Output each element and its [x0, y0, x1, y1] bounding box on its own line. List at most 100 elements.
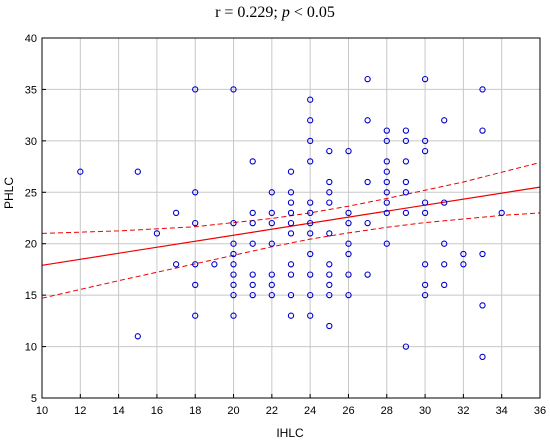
data-point: [249, 209, 256, 217]
data-point: [479, 86, 486, 93]
data-point: [460, 250, 467, 258]
data-point: [307, 137, 314, 145]
x-tick-label: 22: [266, 405, 278, 417]
data-point: [307, 312, 314, 319]
data-point: [134, 333, 141, 340]
data-point: [326, 178, 333, 186]
data-point: [441, 199, 448, 206]
data-point: [268, 291, 275, 299]
data-point: [383, 137, 390, 145]
data-point: [249, 219, 256, 227]
x-tick-label: 26: [342, 405, 354, 417]
data-point: [230, 240, 237, 247]
y-tick-label: 35: [25, 84, 37, 96]
data-point: [230, 281, 237, 289]
data-points: [77, 75, 505, 361]
data-point: [421, 137, 429, 145]
data-point: [364, 219, 371, 227]
data-point: [479, 353, 486, 361]
data-point: [326, 199, 333, 206]
data-point: [364, 271, 371, 278]
data-point: [421, 281, 429, 289]
data-point: [383, 189, 390, 196]
data-point: [345, 147, 352, 155]
data-point: [287, 219, 295, 227]
x-axis-ticks: 10 12 14 16 18 20 22 24 26 28 30 32 34 36: [36, 394, 546, 417]
x-tick-label: 24: [304, 405, 316, 417]
data-point: [192, 86, 199, 93]
gridlines: [42, 38, 540, 398]
data-point: [479, 250, 486, 258]
data-point: [402, 343, 410, 350]
data-point: [230, 291, 237, 299]
data-point: [479, 302, 486, 309]
data-point: [268, 189, 275, 196]
ci-lower-line: [41, 212, 541, 299]
data-point: [421, 291, 429, 299]
data-point: [287, 209, 295, 217]
data-point: [307, 230, 314, 237]
x-tick-label: 20: [227, 405, 239, 417]
data-point: [345, 291, 352, 299]
data-point: [153, 230, 161, 237]
y-tick-label: 15: [25, 290, 37, 302]
data-point: [249, 158, 256, 165]
data-point: [326, 147, 333, 155]
y-axis-ticks: 5 10 15 20 25 30 35 40: [25, 33, 46, 405]
data-point: [421, 75, 429, 83]
data-point: [441, 240, 448, 247]
data-point: [287, 291, 295, 299]
data-point: [268, 271, 275, 278]
title-p: p: [281, 4, 290, 21]
data-point: [192, 189, 199, 196]
data-point: [307, 199, 314, 206]
data-point: [441, 117, 448, 124]
data-point: [134, 168, 141, 175]
title-suffix: < 0.05: [290, 4, 335, 21]
data-point: [230, 271, 237, 278]
data-point: [383, 168, 390, 175]
y-tick-label: 25: [25, 187, 37, 199]
data-point: [383, 240, 390, 247]
chart-title: r = 0.229; p < 0.05: [215, 4, 335, 21]
data-point: [421, 209, 429, 217]
y-tick-label: 40: [25, 33, 37, 45]
data-point: [383, 178, 390, 186]
data-point: [249, 271, 256, 278]
data-point: [268, 209, 275, 217]
data-point: [268, 281, 275, 289]
x-tick-label: 12: [74, 405, 86, 417]
data-point: [307, 291, 314, 299]
data-point: [307, 271, 314, 278]
data-point: [268, 240, 275, 247]
y-tick-label: 10: [25, 342, 37, 354]
data-point: [192, 281, 199, 289]
data-point: [249, 291, 256, 299]
data-point: [402, 209, 410, 217]
data-point: [192, 261, 199, 268]
data-point: [326, 322, 333, 330]
data-point: [287, 271, 295, 278]
x-tick-label: 34: [496, 405, 508, 417]
x-tick-label: 30: [419, 405, 431, 417]
data-point: [441, 281, 448, 289]
data-point: [402, 189, 410, 196]
data-point: [287, 199, 295, 206]
data-point: [498, 209, 505, 217]
data-point: [287, 189, 295, 196]
data-point: [268, 219, 275, 227]
data-point: [345, 219, 352, 227]
ci-upper-line: [41, 162, 541, 234]
y-tick-label: 20: [25, 239, 37, 251]
data-point: [77, 168, 84, 175]
data-point: [345, 250, 352, 258]
data-point: [326, 291, 333, 299]
data-point: [172, 209, 180, 217]
data-point: [460, 261, 467, 268]
data-point: [230, 219, 237, 227]
x-axis-label: IHLC: [276, 426, 304, 440]
data-point: [479, 127, 486, 134]
data-point: [402, 127, 410, 134]
data-point: [249, 281, 256, 289]
